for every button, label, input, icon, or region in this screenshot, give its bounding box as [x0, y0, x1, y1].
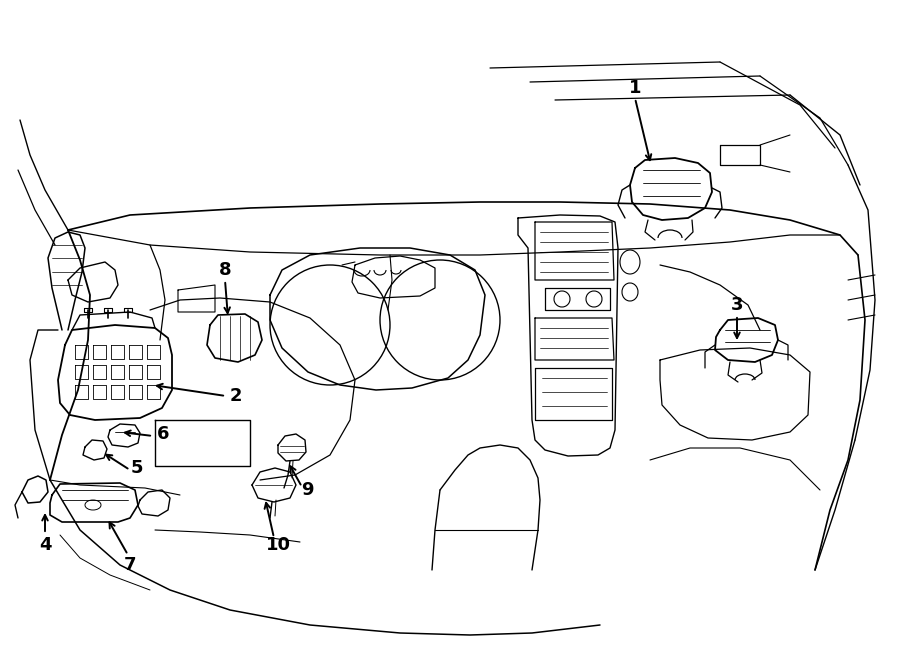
Text: 3: 3: [731, 296, 743, 314]
Text: 1: 1: [629, 79, 641, 97]
Text: 9: 9: [301, 481, 313, 499]
Text: 2: 2: [230, 387, 242, 405]
Text: 5: 5: [130, 459, 143, 477]
Text: 7: 7: [124, 556, 136, 574]
Text: 8: 8: [219, 261, 231, 279]
Text: 10: 10: [266, 536, 291, 554]
Text: 6: 6: [157, 425, 169, 443]
Text: 4: 4: [39, 536, 51, 554]
